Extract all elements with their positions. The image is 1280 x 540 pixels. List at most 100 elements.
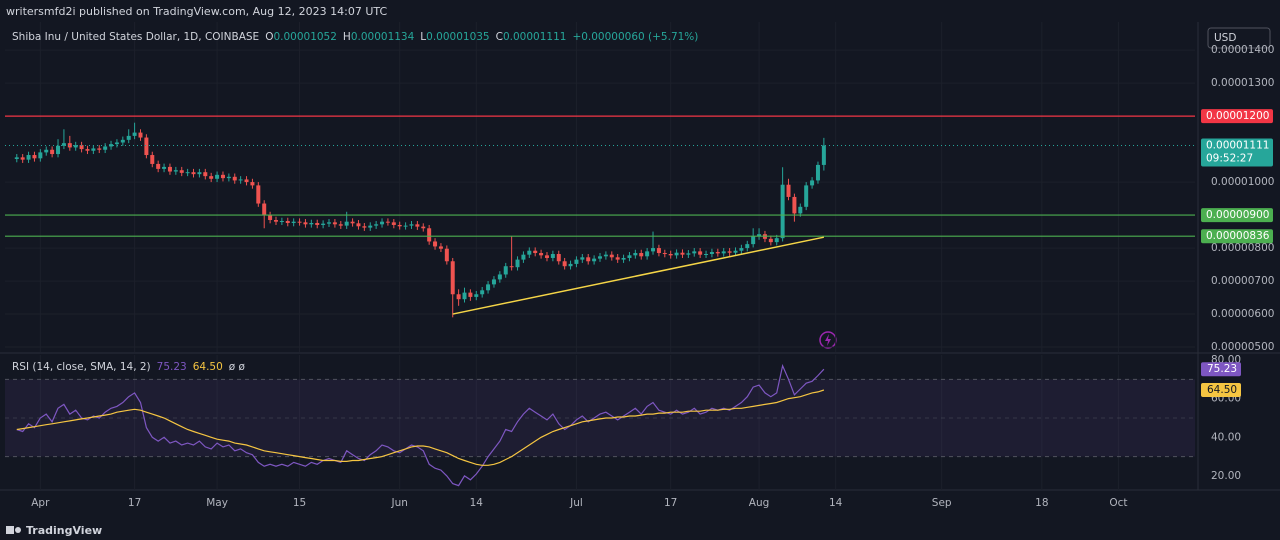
candle-body xyxy=(544,255,549,258)
last-price-label: 0.00001111 xyxy=(1206,139,1269,151)
icon-bolt[interactable] xyxy=(825,334,831,346)
y-tick-label: 0.00001300 xyxy=(1211,77,1274,89)
candle-body xyxy=(56,145,61,155)
rsi-value-box xyxy=(1201,362,1241,377)
candle-body xyxy=(138,132,143,138)
candle-body xyxy=(397,224,402,227)
candle-body xyxy=(421,226,426,229)
candle-body xyxy=(586,257,591,262)
change: +0.00000060 (+5.71%) xyxy=(572,31,699,43)
value: 0.00001035 xyxy=(426,31,490,43)
candle-body xyxy=(615,257,620,260)
label: O xyxy=(265,31,274,43)
x-tick-label: 17 xyxy=(128,497,141,509)
candle-body xyxy=(374,224,379,226)
candle-body xyxy=(238,179,243,181)
x-tick-label: Aug xyxy=(749,497,770,509)
candle-body xyxy=(256,185,261,204)
candle-body xyxy=(727,251,732,253)
candle-body xyxy=(715,252,720,254)
rsi-value: 75.23 xyxy=(156,361,187,373)
candle-body xyxy=(91,148,96,151)
candle-body xyxy=(474,294,479,297)
candle-body xyxy=(173,170,178,172)
candle-body xyxy=(598,256,602,259)
candle-body xyxy=(285,221,290,223)
value: 0.00001052 xyxy=(273,31,337,43)
candle-body xyxy=(768,238,773,243)
x-tick-label: Sep xyxy=(932,497,952,509)
candle-body xyxy=(220,174,225,179)
candle-body xyxy=(344,221,349,226)
plot-layer xyxy=(5,22,1195,490)
logo-block xyxy=(6,526,14,534)
x-tick-label: Oct xyxy=(1109,497,1127,509)
last-price-box xyxy=(1201,138,1273,167)
candle-body xyxy=(291,221,296,223)
x-tick-label: 14 xyxy=(470,497,484,509)
candle-body xyxy=(810,180,815,186)
level-label: 0.00000900 xyxy=(1206,209,1269,221)
candle-body xyxy=(85,149,90,151)
candle-body xyxy=(244,179,249,183)
candle-body xyxy=(621,257,626,260)
candle-body xyxy=(438,246,443,249)
currency[interactable]: USD xyxy=(1214,32,1236,44)
ohlc-high: H0.00001134 xyxy=(343,31,414,43)
level-label-box xyxy=(1201,229,1273,244)
candle-body xyxy=(403,225,408,227)
candle-body xyxy=(468,292,473,297)
candle-body xyxy=(515,259,520,268)
candle-body xyxy=(527,250,532,255)
candle-body xyxy=(491,279,496,285)
candle-body xyxy=(385,221,390,223)
ohlc-open: O0.00001052 xyxy=(265,31,337,43)
candle-body xyxy=(120,139,125,143)
y-tick-label: 0.00000700 xyxy=(1211,275,1274,287)
sma-value-box xyxy=(1201,382,1241,397)
candle-body xyxy=(692,251,697,254)
candle-body xyxy=(503,266,508,275)
symbol: Shiba Inu / United States Dollar, 1D, CO… xyxy=(12,31,260,43)
candle-body xyxy=(126,135,131,140)
ohlc-close: C0.00001111 xyxy=(496,31,567,43)
label: C xyxy=(495,31,503,43)
footer-brand: TradingView xyxy=(26,524,102,537)
candle-body xyxy=(179,170,184,173)
candle-body xyxy=(20,157,25,160)
candle-body xyxy=(380,221,385,225)
candle-body xyxy=(792,196,797,214)
candle-body xyxy=(156,163,161,169)
candle-body xyxy=(533,250,538,254)
candle-body xyxy=(209,176,214,179)
candle-body xyxy=(804,185,809,207)
candle-body xyxy=(639,253,644,257)
trendline xyxy=(452,236,825,315)
candle-body xyxy=(332,222,337,225)
candle-body xyxy=(480,290,485,295)
currency-button[interactable] xyxy=(1207,27,1271,49)
candle-body xyxy=(409,224,414,226)
candle-body xyxy=(574,259,579,264)
value: 0.00001111 xyxy=(502,31,567,43)
rsi-flags: ø ø xyxy=(228,361,245,373)
candle-body xyxy=(167,166,172,172)
candle-body xyxy=(309,222,314,225)
y-tick-label: 0.00000500 xyxy=(1211,341,1274,353)
candle-body xyxy=(433,241,438,247)
x-tick-label: 14 xyxy=(829,497,843,509)
candle-body xyxy=(273,220,278,222)
candle-body xyxy=(79,145,84,150)
candle-body xyxy=(103,146,108,150)
candle-body xyxy=(109,144,114,147)
candle-body xyxy=(368,225,373,228)
candle-body xyxy=(215,174,220,179)
candle-body xyxy=(651,248,656,252)
candle-body xyxy=(38,152,43,159)
candle-body xyxy=(539,253,544,256)
publisher-line: writersmfd2i published on TradingView.co… xyxy=(6,5,387,18)
candle-body xyxy=(556,254,561,262)
sma-value: 64.50 xyxy=(192,361,223,373)
label: L xyxy=(420,31,427,43)
